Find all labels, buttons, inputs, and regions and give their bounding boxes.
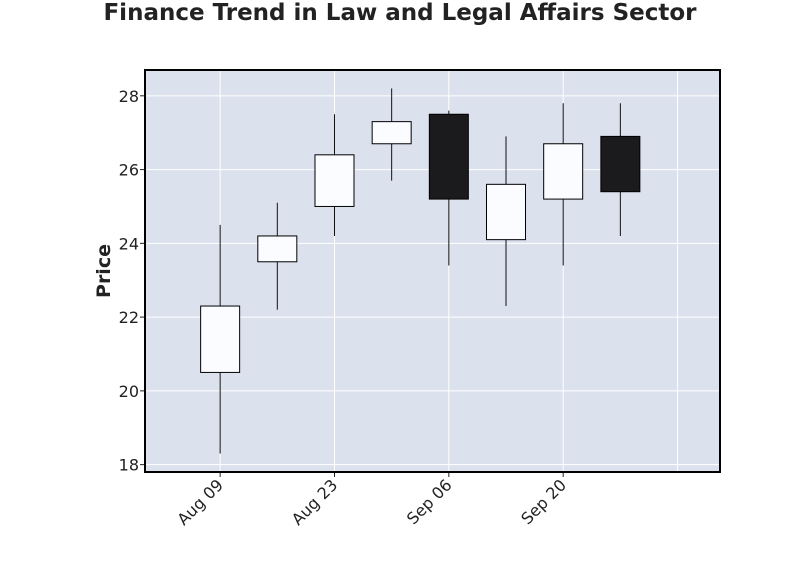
candle-7 — [543, 103, 584, 266]
x-tick-label: Aug 23 — [288, 475, 342, 529]
candle-3 — [314, 114, 355, 236]
y-tick-label: 22 — [119, 308, 139, 327]
x-axis-ticks: Aug 09 Aug 23 Sep 06 Sep 20 — [173, 472, 570, 529]
x-tick-label: Sep 20 — [517, 475, 570, 528]
candle-5 — [428, 110, 469, 266]
y-tick-label: 24 — [119, 234, 139, 253]
candles — [200, 88, 641, 454]
y-axis-ticks: 18 20 22 24 26 28 — [119, 87, 145, 475]
y-tick-label: 26 — [119, 161, 139, 180]
candle-2 — [257, 202, 298, 310]
plot-frame — [144, 69, 721, 473]
y-tick-label: 20 — [119, 382, 139, 401]
chart-title: Finance Trend in Law and Legal Affairs S… — [103, 0, 697, 26]
y-tick-label: 28 — [119, 87, 139, 106]
y-tick-label: 18 — [119, 456, 139, 475]
y-axis-label: Price — [93, 244, 115, 298]
candle-4 — [371, 88, 412, 181]
candle-6 — [486, 136, 527, 307]
candle-body-up — [486, 183, 527, 241]
candle-body-up — [371, 121, 412, 145]
candle-body-up — [314, 154, 355, 207]
candle-body-down — [600, 135, 641, 193]
candle-1 — [200, 224, 241, 454]
x-tick-label: Aug 09 — [173, 475, 227, 529]
candle-body-up — [543, 143, 584, 200]
candle-8 — [600, 103, 641, 236]
candle-body-down — [428, 113, 469, 200]
candle-body-up — [200, 305, 241, 373]
x-tick-label: Sep 06 — [403, 475, 456, 528]
candle-body-up — [257, 235, 298, 263]
